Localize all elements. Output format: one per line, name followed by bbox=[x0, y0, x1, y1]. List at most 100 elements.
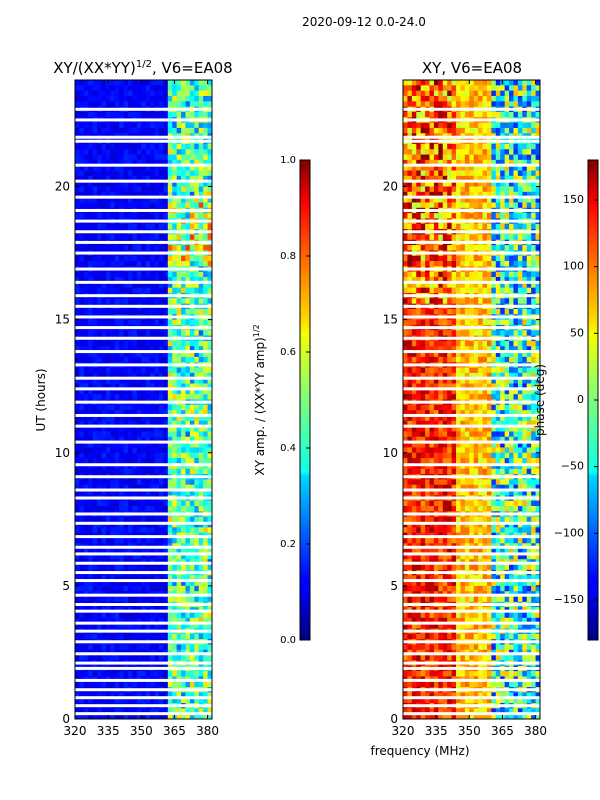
amplitude-heatmap-cell bbox=[75, 383, 80, 390]
amplitude-heatmap-cell bbox=[150, 95, 155, 102]
amplitude-heatmap-cell bbox=[141, 655, 147, 661]
amplitude-heatmap-cell bbox=[123, 319, 129, 326]
amplitude-heatmap-cell bbox=[207, 633, 213, 640]
phase-heatmap-cell bbox=[447, 85, 453, 92]
amplitude-heatmap-cell bbox=[75, 692, 80, 699]
amplitude-heatmap-cell bbox=[207, 431, 213, 438]
amplitude-heatmap-cell bbox=[167, 415, 173, 422]
phase-heatmap-cell bbox=[509, 90, 514, 97]
phase-heatmap-cell bbox=[420, 202, 426, 209]
amplitude-heatmap-cell bbox=[158, 596, 164, 603]
amplitude-heatmap-cell bbox=[145, 426, 151, 432]
amplitude-heatmap-cell bbox=[194, 383, 200, 390]
amplitude-heatmap-cell bbox=[97, 213, 102, 219]
amplitude-heatmap-cell bbox=[158, 186, 164, 193]
amplitude-heatmap-cell bbox=[114, 655, 120, 661]
amplitude-heatmap-cell bbox=[92, 644, 98, 651]
phase-heatmap-cell bbox=[473, 111, 479, 118]
amplitude-heatmap-cell bbox=[101, 708, 107, 715]
amplitude-heatmap-cell bbox=[141, 633, 147, 640]
phase-heatmap-cell bbox=[513, 223, 519, 230]
amplitude-heatmap-cell bbox=[150, 644, 155, 651]
phase-heatmap-cell bbox=[482, 191, 488, 198]
phase-heatmap-cell bbox=[411, 202, 417, 209]
phase-heatmap-cell bbox=[425, 159, 430, 166]
amplitude-heatmap-cell bbox=[176, 202, 182, 209]
phase-heatmap-cell bbox=[442, 223, 448, 230]
amplitude-heatmap-cell bbox=[123, 548, 129, 555]
amplitude-heatmap-cell bbox=[141, 383, 147, 390]
amplitude-heatmap-cell bbox=[154, 149, 160, 155]
phase-heatmap-cell bbox=[425, 122, 430, 129]
phase-heatmap-cell bbox=[531, 101, 536, 108]
amplitude-heatmap-cell bbox=[158, 415, 164, 422]
amplitude-heatmap-cell bbox=[141, 537, 147, 544]
amplitude-heatmap-cell bbox=[167, 90, 173, 97]
amplitude-heatmap-cell bbox=[128, 527, 133, 534]
amplitude-heatmap-cell bbox=[83, 186, 89, 193]
amplitude-heatmap-cell bbox=[207, 442, 213, 448]
phase-heatmap-cell bbox=[442, 149, 448, 155]
amplitude-heatmap-cell bbox=[203, 170, 208, 177]
phase-heatmap-cell bbox=[522, 213, 528, 219]
amplitude-heatmap-cell bbox=[83, 442, 89, 448]
amplitude-heatmap-cell bbox=[163, 111, 169, 118]
amplitude-heatmap-cell bbox=[198, 447, 204, 454]
phase-heatmap-cell bbox=[411, 80, 417, 86]
amplitude-heatmap-cell bbox=[75, 426, 80, 432]
amplitude-heatmap-cell bbox=[163, 553, 169, 560]
amplitude-heatmap-cell bbox=[136, 468, 142, 475]
phase-heatmap-cell bbox=[513, 170, 519, 177]
amplitude-heatmap-cell bbox=[75, 623, 80, 629]
phase-heatmap-cell bbox=[442, 175, 448, 182]
amplitude-heatmap-cell bbox=[194, 122, 200, 129]
amplitude-heatmap-cell bbox=[189, 170, 195, 177]
amplitude-heatmap-cell bbox=[75, 298, 80, 305]
phase-heatmap-cell bbox=[451, 245, 457, 251]
amplitude-heatmap-cell bbox=[181, 186, 186, 193]
amplitude-heatmap-cell bbox=[123, 500, 129, 507]
amplitude-heatmap-cell bbox=[203, 234, 208, 241]
amplitude-heatmap-cell bbox=[194, 516, 200, 523]
amplitude-heatmap-cell bbox=[83, 165, 89, 171]
amplitude-heatmap-cell bbox=[181, 122, 186, 129]
amplitude-heatmap-cell bbox=[110, 681, 116, 688]
amplitude-heatmap-cell bbox=[167, 202, 173, 209]
amplitude-heatmap-cell bbox=[119, 186, 125, 193]
amplitude-heatmap-cell bbox=[101, 436, 107, 443]
amplitude-heatmap-cell bbox=[136, 170, 142, 177]
amplitude-heatmap-cell bbox=[75, 308, 80, 315]
amplitude-heatmap-cell bbox=[176, 468, 182, 475]
phase-heatmap-cell bbox=[403, 90, 408, 97]
amplitude-heatmap-cell bbox=[181, 681, 186, 688]
amplitude-heatmap-cell bbox=[101, 101, 107, 108]
amplitude-heatmap-cell bbox=[83, 490, 89, 496]
phase-heatmap-cell bbox=[495, 186, 501, 193]
amplitude-heatmap-cell bbox=[141, 681, 147, 688]
amplitude-heatmap-cell bbox=[145, 623, 151, 629]
phase-heatmap-cell bbox=[482, 197, 488, 203]
amplitude-xtick-label: 365 bbox=[163, 724, 186, 738]
amplitude-heatmap-cell bbox=[110, 655, 116, 661]
amplitude-heatmap-cell bbox=[132, 213, 138, 219]
amplitude-heatmap-cell bbox=[110, 245, 116, 251]
amplitude-heatmap-cell bbox=[207, 159, 213, 166]
phase-heatmap-cell bbox=[403, 261, 408, 267]
amplitude-heatmap-cell bbox=[198, 431, 204, 438]
phase-heatmap-cell bbox=[478, 255, 483, 262]
amplitude-heatmap-cell bbox=[150, 127, 155, 134]
amplitude-heatmap-cell bbox=[92, 553, 98, 560]
amplitude-heatmap-cell bbox=[88, 585, 94, 592]
amplitude-heatmap-cell bbox=[194, 287, 200, 294]
phase-heatmap-cell bbox=[469, 234, 475, 241]
amplitude-heatmap-cell bbox=[203, 111, 208, 118]
phase-heatmap-cell bbox=[517, 80, 523, 86]
phase-heatmap-cell bbox=[478, 101, 483, 108]
amplitude-colorbar-tick-label: 0.2 bbox=[280, 539, 296, 550]
amplitude-heatmap-cell bbox=[110, 255, 116, 262]
amplitude-heatmap-cell bbox=[189, 356, 195, 363]
phase-heatmap-cell bbox=[482, 101, 488, 108]
phase-heatmap-cell bbox=[482, 80, 488, 86]
phase-heatmap-cell bbox=[535, 165, 541, 171]
phase-heatmap-cell bbox=[500, 191, 506, 198]
